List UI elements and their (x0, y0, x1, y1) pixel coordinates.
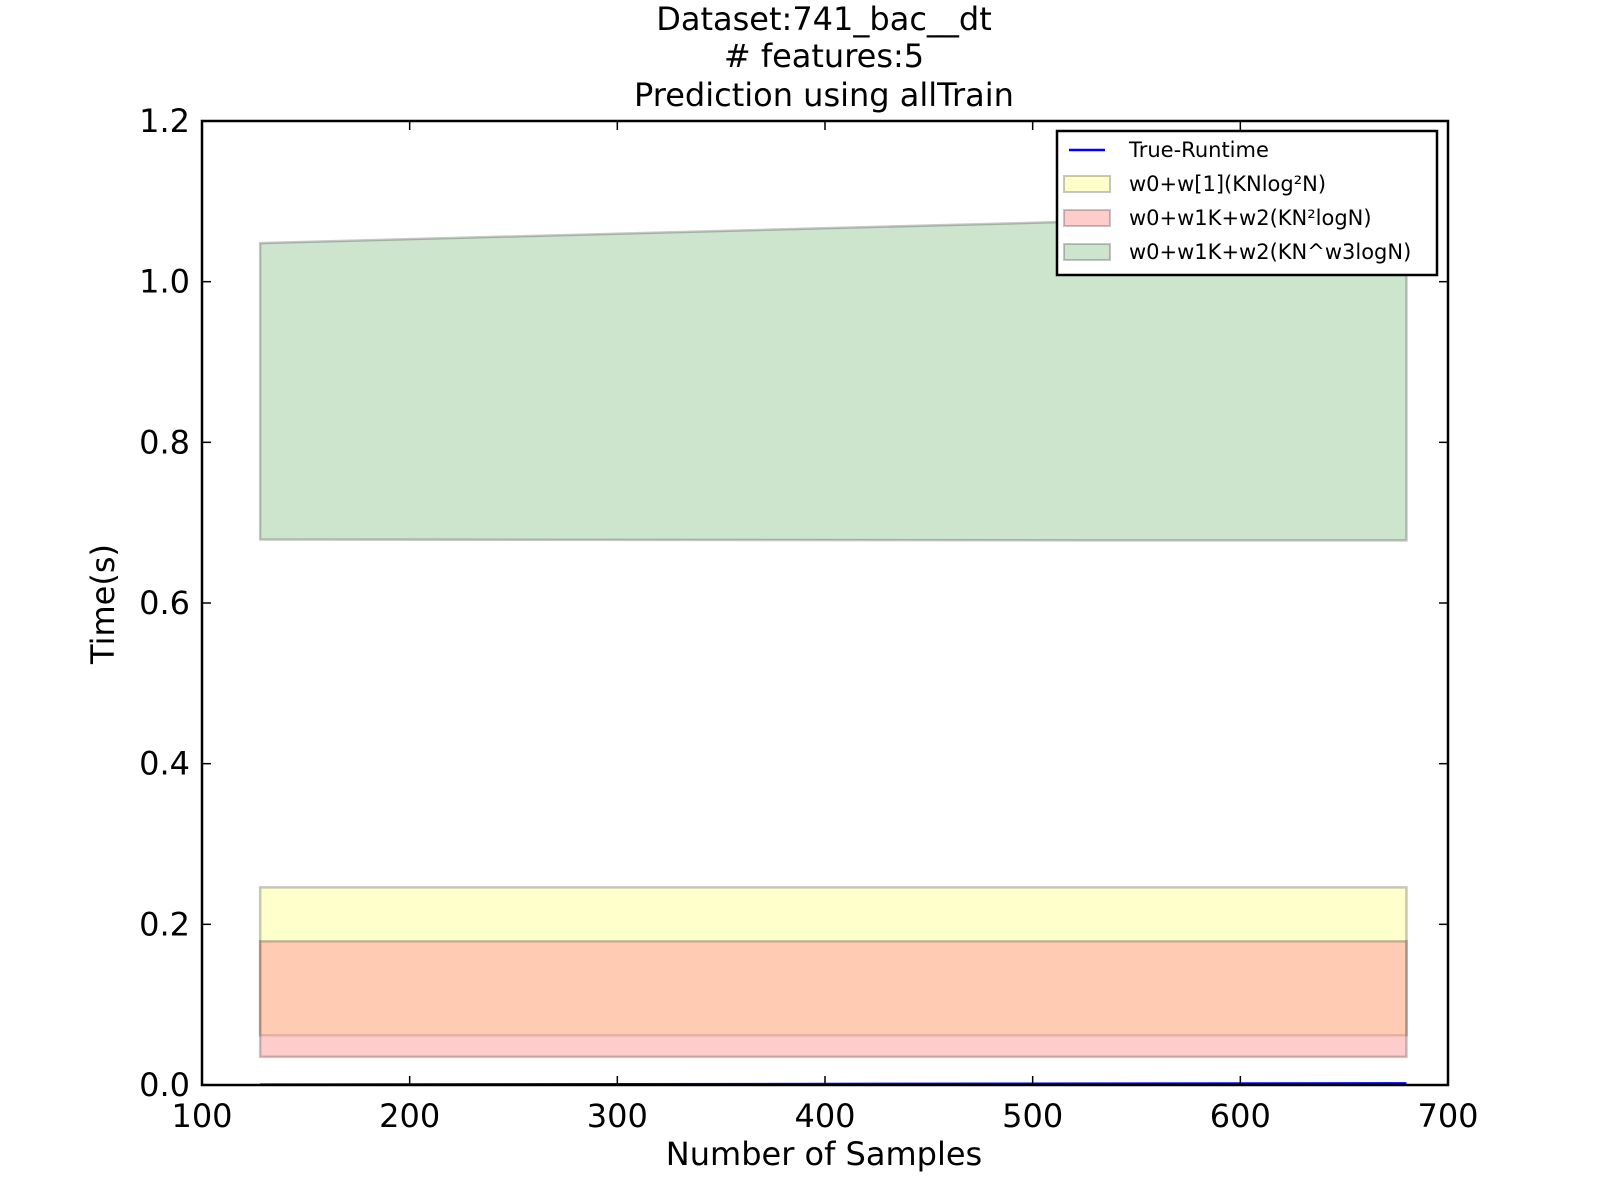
chart-title-line-3: Prediction using allTrain (634, 76, 1014, 114)
legend-swatch-w0-w1k-w2-kn-logn (1063, 209, 1111, 227)
y-tick-label: 0.4 (139, 745, 190, 783)
y-tick-label: 0.8 (139, 423, 190, 461)
x-tick-label: 200 (379, 1097, 440, 1135)
legend-label-w0-w-1-knlog-n: w0+w[1](KNlog²N) (1129, 172, 1326, 196)
x-tick-label: 700 (1417, 1097, 1478, 1135)
y-tick-label: 0.6 (139, 584, 190, 622)
legend-swatch-w0-w1k-w2-kn-w3logn (1063, 243, 1111, 261)
legend-box (1055, 129, 1439, 277)
chart-title-line-2: # features:5 (724, 37, 924, 75)
y-axis-ticks: 0.0 0.2 0.4 0.6 0.8 1.0 1.2 (139, 102, 1448, 1104)
y-tick-label: 1.2 (139, 102, 190, 140)
y-tick-label: 0.0 (139, 1066, 190, 1104)
x-axis-ticks: 100 200 300 400 500 600 700 (171, 121, 1479, 1135)
legend-label-w0-w1k-w2-kn-logn: w0+w1K+w2(KN²logN) (1129, 206, 1372, 230)
y-tick-label: 0.2 (139, 905, 190, 943)
legend-label-w0-w1k-w2-kn-w3logn: w0+w1K+w2(KN^w3logN) (1129, 240, 1411, 264)
x-tick-label: 600 (1210, 1097, 1271, 1135)
y-axis-label: Time(s) (84, 544, 122, 665)
chart-title-line-1: Dataset:741_bac__dt (656, 0, 992, 38)
x-tick-label: 400 (794, 1097, 855, 1135)
x-tick-label: 300 (587, 1097, 648, 1135)
y-tick-label: 1.0 (139, 263, 190, 301)
legend-label-true-runtime: True-Runtime (1128, 138, 1269, 162)
chart-title: Dataset:741_bac__dt # features:5 Predict… (634, 0, 1014, 114)
x-tick-label: 100 (171, 1097, 232, 1135)
x-tick-label: 500 (1002, 1097, 1063, 1135)
band-w0-w1k-w2-kn-logn (258, 939, 1408, 1059)
plot-area: 100 200 300 400 500 600 700 0.0 0.2 0.4 0.6 0.8 1.0… (139, 102, 1478, 1135)
x-axis-label: Number of Samples (666, 1135, 982, 1173)
series-bands (258, 216, 1408, 1059)
legend-swatch-w0-w-1-knlog-n (1063, 175, 1111, 193)
legend: True-Runtime w0+w[1](KNlog²N) w0+w1K+w2(KN… (1055, 129, 1439, 277)
